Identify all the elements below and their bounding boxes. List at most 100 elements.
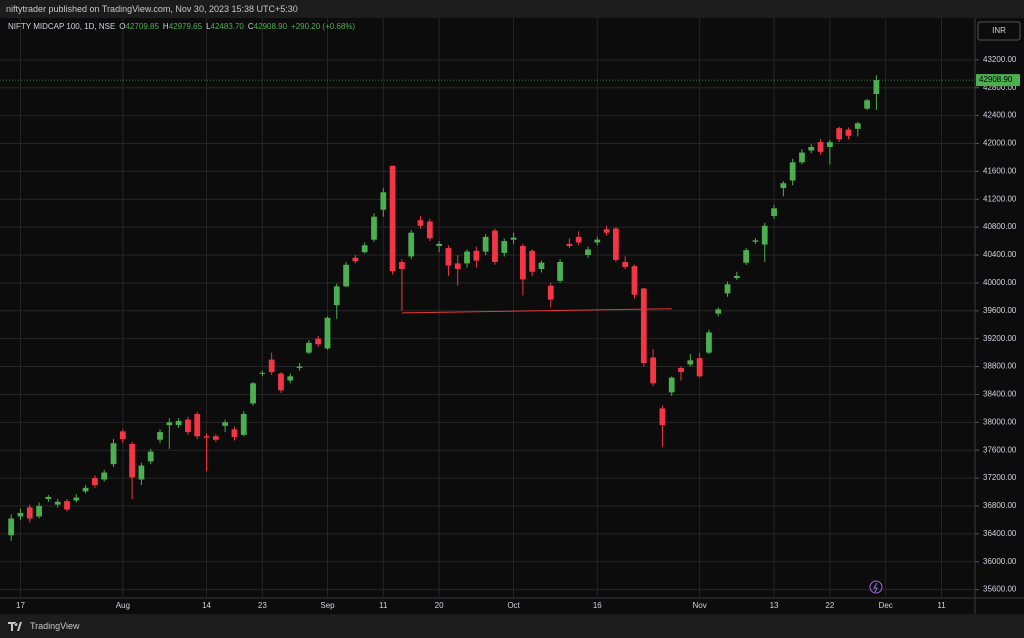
candle-body	[352, 257, 359, 262]
candle-body	[82, 487, 89, 492]
y-tick-label: 42800.00	[983, 83, 1017, 92]
candle-body	[343, 264, 349, 287]
candle-body	[147, 451, 154, 462]
x-tick-label: 20	[435, 601, 444, 610]
y-tick-label: 38400.00	[983, 390, 1017, 399]
change: +290.20 (+0.68%)	[291, 22, 356, 31]
candle-body	[864, 100, 870, 109]
candle-body	[408, 232, 415, 257]
candle-body	[287, 376, 294, 381]
candle-body	[36, 505, 42, 517]
candle-body	[464, 251, 470, 264]
candle-body	[389, 165, 396, 272]
y-tick-label: 39200.00	[983, 334, 1017, 343]
candle-body	[212, 436, 219, 440]
candle-body	[752, 240, 759, 242]
candle-body	[780, 183, 787, 189]
candle-body	[538, 262, 545, 269]
candle-body	[594, 239, 601, 243]
x-tick-label: 22	[825, 601, 834, 610]
y-tick-label: 40400.00	[983, 250, 1017, 259]
candle-body	[706, 332, 712, 353]
candle-body	[585, 249, 591, 256]
currency-box[interactable]	[977, 21, 1021, 41]
candle-body	[324, 317, 331, 349]
candle-body	[101, 472, 108, 480]
ohlc-item: H42979.65	[163, 22, 202, 31]
candle-body	[17, 512, 24, 517]
candle-body	[622, 261, 629, 267]
x-tick-label: 16	[593, 601, 602, 610]
symbol: NIFTY MIDCAP 100, 1D, NSE	[8, 22, 116, 31]
candle-body	[566, 243, 573, 246]
ohlc-item: O42709.85	[119, 22, 159, 31]
candle-body	[445, 248, 452, 266]
y-tick-label: 41200.00	[983, 194, 1017, 203]
y-tick-label: 38800.00	[983, 362, 1017, 371]
candle-body	[519, 245, 526, 280]
candle-body	[557, 261, 563, 281]
logo	[8, 622, 22, 631]
candle-body	[138, 465, 145, 480]
candle-body	[547, 285, 554, 300]
candle-body	[724, 284, 731, 294]
candle-body	[454, 263, 461, 269]
candle-body	[845, 129, 852, 136]
candle-body	[771, 208, 777, 216]
x-tick-label: 23	[258, 601, 267, 610]
candle-body	[268, 359, 275, 373]
trendline	[401, 308, 672, 314]
candle-body	[203, 436, 210, 438]
ohlc-key: L	[206, 22, 211, 31]
candle-body	[8, 518, 15, 536]
x-tick-label: Sep	[320, 601, 335, 610]
publisher: niftytrader published on TradingView.com…	[6, 4, 298, 14]
candle-body	[73, 497, 80, 501]
candle-body	[473, 250, 480, 261]
candle-body	[501, 241, 508, 253]
candle-body	[733, 275, 740, 279]
ohlc-key: O	[119, 22, 126, 31]
ohlc-item: C42908.90	[248, 22, 287, 31]
candle-body	[380, 192, 387, 210]
y-tick-label: 42000.00	[983, 139, 1017, 148]
candle-body	[426, 221, 433, 239]
candle-body	[678, 367, 684, 373]
y-tick-label: 43200.00	[983, 55, 1017, 64]
candle-body	[250, 383, 256, 404]
candle-body	[799, 152, 805, 163]
candle-body	[305, 342, 312, 353]
candle-body	[259, 372, 266, 374]
candle-body	[715, 309, 722, 314]
currency: INR	[992, 26, 1006, 35]
x-tick-label: 14	[202, 601, 211, 610]
candle-body	[510, 237, 517, 240]
candle-body	[817, 142, 824, 152]
x-tick-label: 13	[770, 601, 779, 610]
candle-body	[231, 429, 238, 437]
candle-body	[529, 250, 536, 272]
candle-body	[687, 360, 694, 365]
candle-body	[836, 128, 843, 140]
candle-body	[185, 419, 191, 433]
candle-body	[166, 422, 173, 426]
candle-body	[129, 443, 135, 478]
y-tick-label: 36400.00	[983, 529, 1017, 538]
chart: INR 35600.00 36000.00 36400.00 36800.00 3720…	[0, 18, 1024, 614]
candle-body	[650, 357, 656, 384]
y-tick-label: 37200.00	[983, 473, 1017, 482]
footer: TradingView	[0, 614, 1024, 638]
candle-body	[54, 501, 61, 505]
x-tick-label: 11	[379, 601, 388, 610]
candle-body	[315, 338, 322, 345]
candle-body	[119, 431, 126, 440]
alert-icon[interactable]	[869, 580, 883, 594]
candle-body	[575, 236, 582, 243]
y-tick-label: 36800.00	[983, 501, 1017, 510]
candle-body	[668, 377, 675, 393]
candle-body	[854, 123, 861, 129]
candle-body	[761, 225, 768, 245]
legend: NIFTY MIDCAP 100, 1D, NSE O42709.85 H42979…	[8, 22, 355, 31]
candle-body	[26, 507, 33, 519]
candle-body	[175, 420, 182, 426]
